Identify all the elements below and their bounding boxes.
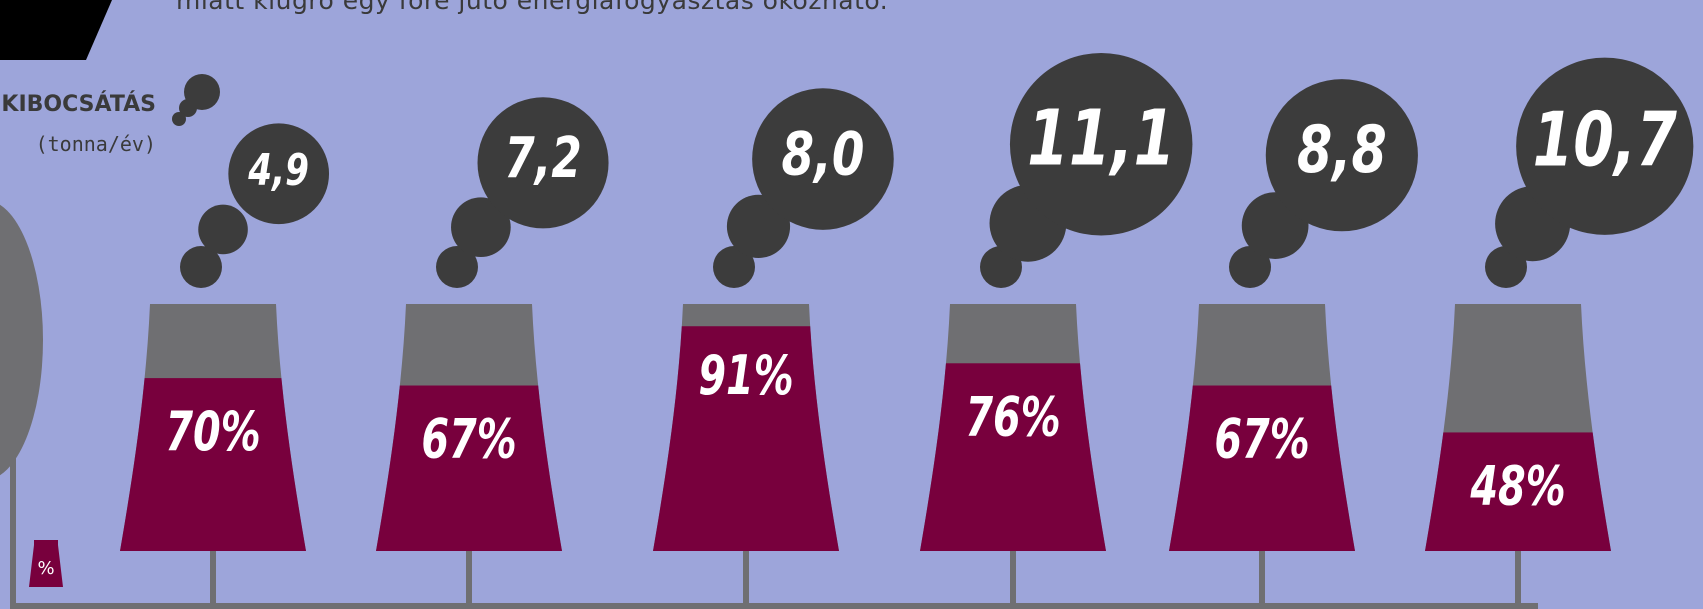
legend-smoke-icon — [172, 74, 220, 126]
tower-percent-label: 67% — [1214, 407, 1309, 470]
tower-percent-label: 48% — [1469, 454, 1565, 517]
tower-percent-label: 70% — [165, 400, 260, 463]
legend-unit: (tonna/év) — [35, 132, 156, 156]
smoke-puff-main — [1265, 79, 1418, 232]
emission-value-label: 7,2 — [504, 125, 581, 191]
pipe-vertical — [743, 551, 749, 606]
smoke-puff-small — [1229, 246, 1271, 288]
pipe-vertical — [1010, 551, 1016, 606]
smoke-puff-main — [228, 123, 330, 225]
smoke-puff-small — [436, 246, 478, 288]
smoke-puff-medium — [726, 194, 791, 258]
smoke-cloud: 8,8 — [1229, 79, 1418, 288]
smoke-puff-medium — [451, 197, 511, 258]
pipe-left-vertical — [10, 430, 16, 606]
smoke-puff-main — [1516, 57, 1694, 235]
pipe-horizontal — [10, 603, 1538, 609]
intro-text: miatt kiugró egy főre jutó energiafogyas… — [176, 0, 889, 15]
legend-title: KIBOCSÁTÁS — [1, 92, 156, 117]
smoke-cloud: 4,9 — [180, 123, 330, 288]
smoke-cloud: 11,1 — [980, 53, 1193, 288]
emission-value-label: 11,1 — [1027, 94, 1175, 183]
smoke-cloud: 8,0 — [713, 88, 894, 288]
smoke-cloud: 10,7 — [1485, 57, 1694, 288]
corner-shape — [0, 0, 112, 60]
smoke-puff-main — [752, 88, 894, 230]
tower-percent-fill — [376, 385, 562, 551]
tower-percent-fill — [1169, 385, 1355, 551]
pipe-vertical — [1259, 551, 1265, 606]
pipe-vertical — [1515, 551, 1521, 606]
pipe-vertical — [466, 551, 472, 606]
pipe-network — [10, 430, 1538, 609]
tower-percent-fill — [920, 363, 1106, 551]
tower-percent-label: 91% — [698, 344, 793, 407]
tower-group: 70% 67% 91% 76% 67% 48% — [120, 304, 1611, 551]
pipe-vertical — [210, 551, 216, 606]
smoke-group: 4,9 7,2 8,0 11,1 8,8 10,7 — [180, 53, 1694, 288]
smoke-cloud: 7,2 — [436, 97, 609, 288]
emission-value-label: 8,8 — [1297, 112, 1387, 188]
tower-percent-label: 76% — [965, 385, 1060, 448]
emission-value-label: 4,9 — [247, 145, 309, 196]
smoke-puff-main — [477, 97, 609, 229]
tower-percent-label: 67% — [421, 407, 516, 470]
emission-value-label: 10,7 — [1533, 97, 1677, 184]
tower-percent-fill — [653, 326, 839, 551]
emission-value-label: 8,0 — [781, 119, 864, 189]
tower-percent-fill — [1425, 432, 1611, 551]
legend-percent-label: % — [37, 558, 55, 579]
smoke-puff-small — [713, 246, 755, 288]
legend-tower-icon — [29, 540, 63, 587]
smoke-puff-main — [1009, 53, 1193, 236]
smoke-puff-small — [180, 246, 222, 288]
smoke-puff-medium — [198, 204, 248, 255]
tower-percent-fill — [120, 378, 306, 551]
side-disc — [0, 204, 43, 476]
